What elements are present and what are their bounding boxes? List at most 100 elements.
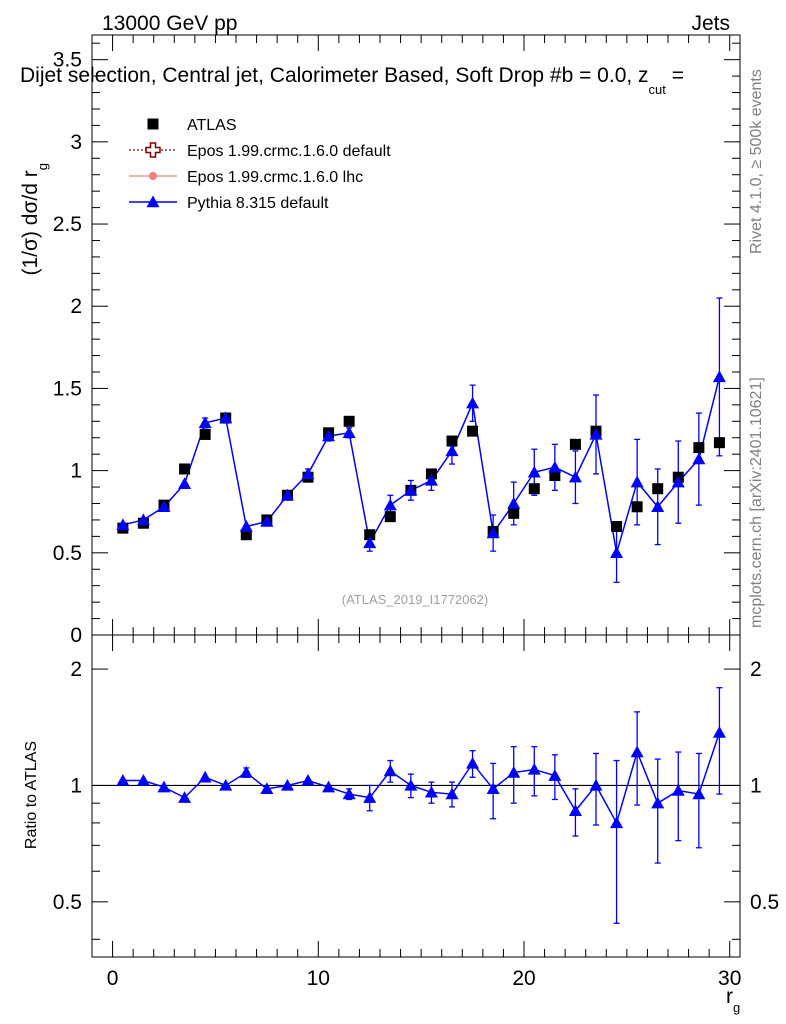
ratio-point xyxy=(136,773,150,786)
ratio-point xyxy=(692,787,706,800)
ratio-point xyxy=(383,764,397,777)
y-tick-label-right: 1 xyxy=(750,774,762,797)
plot-title: Dijet selection, Central jet, Calorimete… xyxy=(20,64,684,97)
category-label: Jets xyxy=(691,12,730,35)
pythia-point xyxy=(610,546,624,559)
plot-title-tail: = xyxy=(666,64,684,87)
ratio-point xyxy=(404,778,418,791)
legend-marker xyxy=(147,118,159,130)
energy-label: 13000 GeV pp xyxy=(102,12,237,35)
pythia-point xyxy=(342,426,356,439)
ratio-point xyxy=(301,773,315,786)
pythia-point xyxy=(527,465,541,478)
ratio-point xyxy=(527,762,541,775)
atlas-point xyxy=(179,463,191,475)
plot-title-sub: cut xyxy=(649,82,667,97)
legend-label: Epos 1.99.crmc.1.6.0 lhc xyxy=(187,169,363,186)
mcplots-label: mcplots.cern.ch [arXiv:2401.10621] xyxy=(748,377,765,628)
atlas-point xyxy=(343,415,355,427)
ratio-point xyxy=(712,726,726,738)
atlas-point xyxy=(549,470,561,482)
y-tick-label: 1 xyxy=(70,460,82,483)
pythia-point xyxy=(548,460,562,473)
main-data-marks xyxy=(116,297,726,584)
x-tick-label: 30 xyxy=(718,967,741,990)
xlabel: rg xyxy=(726,985,740,1015)
ratio-point xyxy=(424,785,438,798)
pythia-point xyxy=(219,411,233,424)
ratio-point xyxy=(198,770,212,783)
y-tick-label: 1.5 xyxy=(53,377,82,400)
y-tick-label-right: 0.5 xyxy=(750,891,779,914)
pythia-point xyxy=(568,470,582,483)
ratio-point xyxy=(157,780,171,793)
y-tick-label: 3 xyxy=(70,131,82,154)
pythia-point xyxy=(116,518,130,531)
y-tick-label: 3.5 xyxy=(53,49,82,72)
pythia-point xyxy=(404,483,418,496)
pythia-point xyxy=(712,370,726,383)
ratio-point xyxy=(178,791,192,803)
atlas-point xyxy=(508,507,520,519)
pythia-point xyxy=(466,396,480,409)
ratio-point xyxy=(589,778,603,791)
pythia-point xyxy=(198,416,212,429)
ratio-point xyxy=(466,756,480,769)
plot-title-main: Dijet selection, Central jet, Calorimete… xyxy=(20,64,649,87)
pythia-point xyxy=(157,500,171,512)
ratio-point xyxy=(548,769,562,781)
legend-marker xyxy=(146,195,160,208)
y-tick-label: 0.5 xyxy=(53,542,82,565)
atlas-point xyxy=(425,468,437,480)
atlas-point xyxy=(240,529,252,541)
ratio-line xyxy=(122,732,721,825)
legend-entry: Pythia 8.315 default xyxy=(129,195,329,212)
atlas-point xyxy=(631,501,643,513)
legend-marker xyxy=(149,172,157,180)
rivet-label: Rivet 4.1.0, ≥ 500k events xyxy=(748,69,765,254)
atlas-point xyxy=(446,435,458,447)
legend-label: ATLAS xyxy=(187,117,237,134)
legend-entry: ATLAS xyxy=(147,117,237,134)
atlas-point xyxy=(384,511,396,523)
pythia-point xyxy=(322,429,336,442)
ratio-point xyxy=(610,816,624,829)
x-tick-label: 20 xyxy=(512,967,535,990)
ratio-point xyxy=(322,780,336,793)
atlas-point xyxy=(364,529,376,541)
ratio-point xyxy=(651,796,665,809)
pythia-point xyxy=(445,444,459,457)
ratio-axis-ticks: 0 10 20 30 0.5 0.5 1 1 2 2 xyxy=(53,635,779,990)
pythia-point xyxy=(671,475,685,488)
top-ylabel: (1/σ) dσ/d rg xyxy=(19,163,50,276)
ratio-panel-frame xyxy=(91,634,741,958)
ratio-point xyxy=(671,784,685,796)
pythia-point xyxy=(507,496,521,509)
ratio-point xyxy=(116,773,130,786)
ratio-point xyxy=(219,778,233,791)
pythia-point xyxy=(630,475,644,488)
ratio-point xyxy=(507,766,521,778)
top-ylabel-sub: g xyxy=(35,163,50,170)
x-tick-label: 10 xyxy=(307,967,330,990)
atlas-point xyxy=(611,521,623,533)
xlabel-sub: g xyxy=(733,1000,740,1015)
ratio-point xyxy=(445,787,459,800)
pythia-point xyxy=(424,473,438,486)
pythia-point xyxy=(692,452,706,465)
legend: ATLAS Epos 1.99.crmc.1.6.0 default Epos 1.… xyxy=(129,117,391,212)
top-ylabel-main: (1/σ) dσ/d r xyxy=(19,170,42,275)
pythia-point xyxy=(260,515,274,527)
y-tick-label-right: 2 xyxy=(750,658,762,681)
pythia-point xyxy=(280,488,294,501)
atlas-point xyxy=(569,438,581,450)
pythia-point xyxy=(651,500,665,512)
pythia-point xyxy=(383,498,397,511)
xlabel-main: r xyxy=(726,985,733,1008)
atlas-point xyxy=(713,437,725,449)
atlas-point xyxy=(199,428,211,440)
ratio-point xyxy=(630,745,644,758)
ratio-data-marks xyxy=(92,687,740,924)
ratio-point xyxy=(260,782,274,795)
